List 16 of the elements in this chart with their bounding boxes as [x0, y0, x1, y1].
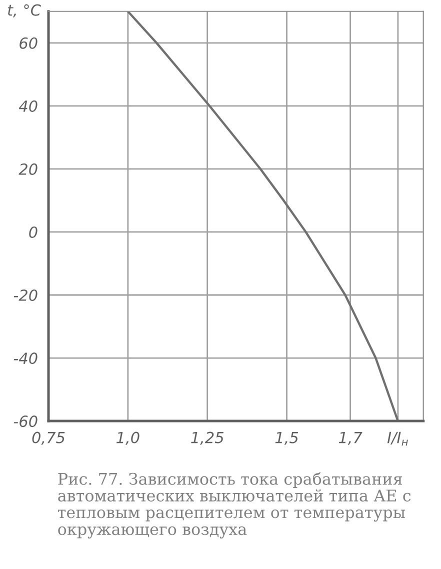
x-tick-label: 0,75 [32, 432, 65, 445]
y-tick-label: 0 [29, 226, 38, 238]
y-tick-label: 40 [18, 100, 38, 112]
x-tick-label: 1,7 [338, 432, 362, 445]
text: Рис. 77. Зависимость тока срабатывания автоматических выключателей типа АЕ с тепловым расцепителем от температуры окружающего воздуха [58, 472, 411, 538]
x-tick-label: 1,5 [275, 432, 298, 445]
y-tick-label: 60 [20, 37, 38, 49]
y-tick-label: -60 [14, 416, 38, 428]
y-tick-label: -20 [14, 289, 38, 302]
y-tick-label: -40 [14, 352, 38, 364]
x-tick-label: 1,0 [116, 432, 140, 445]
x-tick-label: 1,25 [191, 432, 224, 445]
line-series [126, 11, 400, 422]
x-tick-label: I/I$_{н}$ [387, 432, 408, 446]
y-axis-title: t, °C [8, 4, 41, 18]
y-tick-label: 20 [18, 163, 38, 175]
